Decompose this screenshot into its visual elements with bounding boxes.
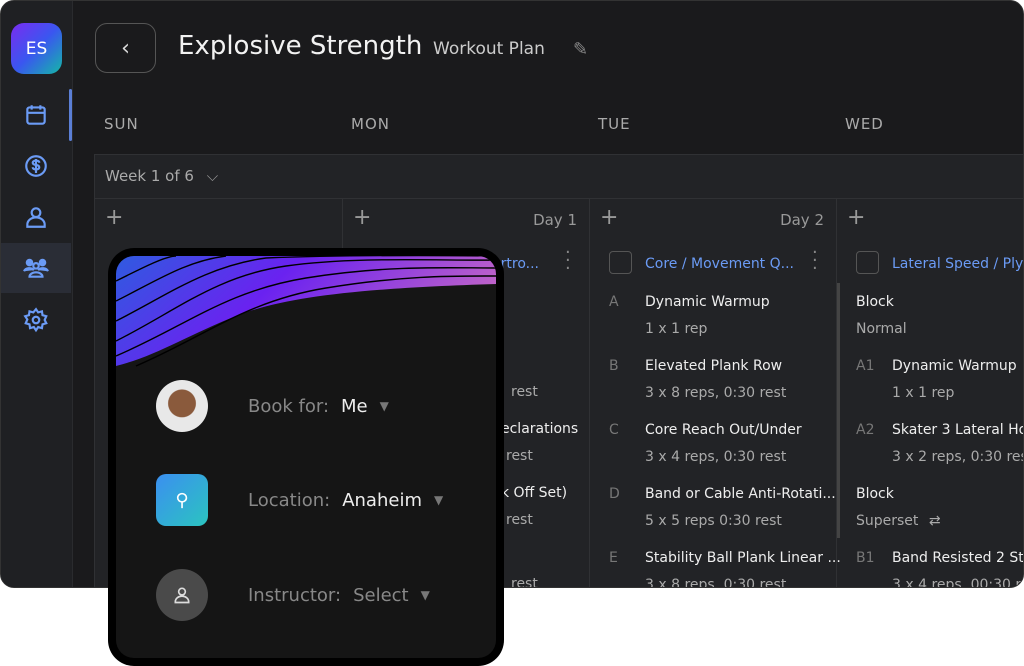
day-label: Day 1 <box>533 211 577 229</box>
dollar-icon <box>25 155 47 177</box>
book-for-value[interactable]: Me <box>341 395 368 417</box>
block-title: Block <box>856 486 894 502</box>
add-workout-button[interactable]: + <box>600 205 619 230</box>
edit-pencil-icon[interactable]: ✎ <box>573 39 589 60</box>
sidebar-item-billing[interactable] <box>1 141 71 191</box>
gear-icon <box>23 307 48 333</box>
workout-title-link[interactable]: rtro... <box>500 256 539 272</box>
caret-down-icon: ▼ <box>420 588 430 602</box>
calendar-icon <box>26 105 46 125</box>
block-type: Superset ⇄ <box>856 513 941 529</box>
exercise-detail: 1 x 1 rep <box>892 385 955 401</box>
exercise-name: Dynamic Warmup <box>645 294 770 310</box>
exercise-letter: E <box>609 550 618 566</box>
day-header-tue: TUE <box>598 115 631 133</box>
instructor-row[interactable]: Instructor: Select ▼ <box>156 569 430 621</box>
instructor-avatar-icon <box>156 569 208 621</box>
workout-title-link[interactable]: Lateral Speed / Plyo <box>892 256 1024 272</box>
exercise-detail: 3 x 8 reps, 0:30 rest <box>645 385 787 401</box>
exercise-name: Elevated Plank Row <box>645 358 783 374</box>
sidebar-item-profile[interactable] <box>1 192 71 242</box>
day-label: Day 2 <box>780 211 824 229</box>
day-header-mon: MON <box>351 115 390 133</box>
block-type: Normal <box>856 321 907 337</box>
location-label: Location: <box>248 489 331 511</box>
block-indicator <box>837 283 840 538</box>
workout-title-link[interactable]: Core / Movement Q... <box>645 256 794 272</box>
sidebar-item-clients[interactable] <box>1 243 71 293</box>
exercise-letter: A <box>609 294 619 310</box>
exercise-letter: B1 <box>856 550 875 566</box>
sidebar: ES <box>1 1 73 587</box>
group-icon <box>23 258 49 278</box>
user-icon <box>26 207 46 228</box>
app-logo[interactable]: ES <box>11 23 62 74</box>
wave-header-graphic <box>116 256 496 367</box>
exercise-name: Dynamic Warmup <box>892 358 1017 374</box>
exercise-detail: 1 x 1 rep <box>645 321 708 337</box>
book-for-row[interactable]: Book for: Me ▼ <box>156 380 389 432</box>
exercise-name: eclarations <box>501 421 579 437</box>
sidebar-scrollbar[interactable] <box>69 89 72 141</box>
exercise-letter: C <box>609 422 619 438</box>
caret-down-icon: ▼ <box>433 493 444 507</box>
location-value[interactable]: Anaheim <box>342 489 422 511</box>
add-workout-button[interactable]: + <box>105 205 124 230</box>
exercise-detail: rest <box>506 448 533 464</box>
booking-phone-card: Book for: Me ▼ ⚲ Location: Anaheim ▼ Ins… <box>108 248 504 666</box>
exercise-letter: A2 <box>856 422 875 438</box>
sidebar-item-calendar[interactable] <box>1 90 71 140</box>
workout-checkbox[interactable] <box>609 251 632 274</box>
block-title: Block <box>856 294 894 310</box>
block-type-label: Superset <box>856 513 919 529</box>
location-pin-icon: ⚲ <box>156 474 208 526</box>
add-workout-button[interactable]: + <box>353 205 372 230</box>
repeat-icon: ⇄ <box>928 513 941 529</box>
exercise-name: Band or Cable Anti-Rotati... <box>645 486 836 502</box>
sidebar-item-settings[interactable] <box>1 295 71 345</box>
caret-down-icon: ▼ <box>379 399 389 413</box>
exercise-name: Band Resisted 2 Step <box>892 550 1024 566</box>
week-label: Week 1 of 6 <box>105 167 194 185</box>
day-header-wed: WED <box>845 115 884 133</box>
exercise-name: k Off Set) <box>501 485 568 501</box>
exercise-name: Skater 3 Lateral Hop <box>892 422 1024 438</box>
exercise-detail: 3 x 8 reps, 0:30 rest <box>645 577 787 588</box>
workout-checkbox[interactable] <box>856 251 879 274</box>
exercise-detail: 5 x 5 reps 0:30 rest <box>645 513 782 529</box>
column-wed: + Lateral Speed / Plyo Block Normal Bloc… <box>837 198 1024 588</box>
location-row[interactable]: ⚲ Location: Anaheim ▼ <box>156 474 443 526</box>
exercise-detail: rest <box>511 384 538 400</box>
more-options-icon[interactable]: · · · <box>812 242 818 279</box>
chevron-left-icon: ‹ <box>121 35 130 61</box>
page-title: Explosive Strength <box>178 31 423 61</box>
column-tue: + Day 2 Core / Movement Q... · · · A Dynami… <box>590 198 841 588</box>
exercise-letter: A1 <box>856 358 875 374</box>
add-workout-button[interactable]: + <box>847 205 866 230</box>
exercise-detail: rest <box>511 576 538 588</box>
more-options-icon[interactable]: · · · <box>565 242 571 279</box>
instructor-label: Instructor: <box>248 584 342 606</box>
exercise-name: Core Reach Out/Under <box>645 422 802 438</box>
week-selector[interactable]: Week 1 of 6 ⌵ <box>105 167 218 185</box>
exercise-detail: 3 x 2 reps, 0:30 rest <box>892 449 1024 465</box>
exercise-detail: 3 x 4 reps, 0:30 rest <box>645 449 787 465</box>
book-for-label: Book for: <box>248 395 330 417</box>
exercise-name: Stability Ball Plank Linear ... <box>645 550 841 566</box>
instructor-value[interactable]: Select <box>353 584 409 606</box>
exercise-detail: rest <box>506 512 533 528</box>
chevron-down-icon: ⌵ <box>206 167 219 185</box>
app-window: ES ‹ Explosive Strength Workout Plan ✎ S… <box>0 0 1024 588</box>
exercise-letter: D <box>609 486 620 502</box>
back-button[interactable]: ‹ <box>95 23 156 73</box>
column-mon: + Day 1 rtro... · · · rest eclarations res… <box>343 198 590 588</box>
exercise-detail: 3 x 4 reps, 00:30 rest <box>892 577 1023 588</box>
user-avatar <box>156 380 208 432</box>
day-header-sun: SUN <box>104 115 139 133</box>
page-subtitle: Workout Plan <box>433 39 545 59</box>
exercise-letter: B <box>609 358 619 374</box>
